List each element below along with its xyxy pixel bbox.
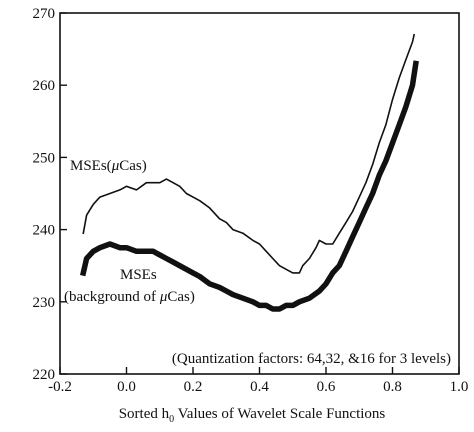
x-tick-label: 0.4	[250, 379, 269, 395]
y-axis-ticks: 220 230 240 250 260 270	[33, 6, 67, 383]
x-tick-label: 1.0	[450, 379, 469, 395]
x-tick-label: -0.2	[48, 379, 72, 395]
series-label-mses-background-line1: MSEs	[120, 267, 157, 283]
y-tick-label: 270	[33, 6, 56, 22]
y-tick-label: 250	[33, 150, 56, 166]
x-tick-label: 0.6	[317, 379, 336, 395]
x-tick-label: 0.2	[184, 379, 203, 395]
series-label-mses-background-line2: (background of μCas)	[64, 289, 195, 305]
series-layer	[80, 33, 419, 312]
y-tick-label: 240	[33, 223, 56, 239]
y-tick-label: 230	[33, 295, 56, 311]
x-axis-label: Sorted h0 Values of Wavelet Scale Functi…	[119, 406, 386, 425]
y-tick-label: 220	[33, 367, 56, 383]
series-line-mses-mucas	[82, 33, 416, 274]
plot-border	[59, 12, 460, 375]
x-tick-label: 0.0	[117, 379, 136, 395]
series-line-mses-background	[80, 60, 419, 312]
y-tick-label: 260	[33, 78, 56, 94]
x-tick-label: 0.8	[383, 379, 402, 395]
plot-frame	[59, 12, 460, 375]
quantization-annotation: (Quantization factors: 64,32, &16 for 3 …	[172, 351, 451, 367]
x-axis-ticks: -0.2 0.0 0.2 0.4 0.6 0.8 1.0	[48, 367, 468, 395]
series-label-mses-mucas: MSEs(μCas)	[70, 158, 147, 174]
